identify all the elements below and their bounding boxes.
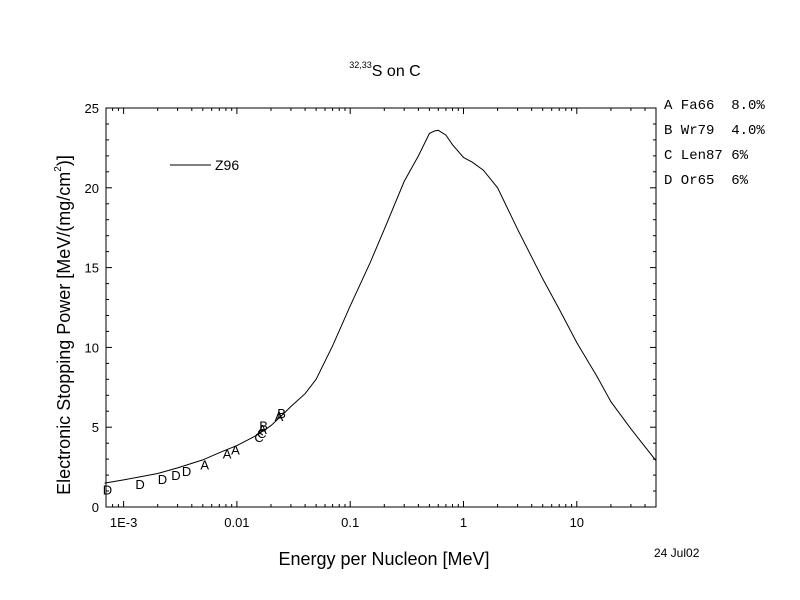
x-tick-label: 10 <box>570 515 584 530</box>
minor-ticks <box>106 108 656 507</box>
data-marker-a: A <box>200 458 209 473</box>
legend-entry-a: A Fa66 8.0% <box>664 98 765 114</box>
x-axis-label: Energy per Nucleon [MeV] <box>278 549 489 569</box>
data-marker-a: A <box>223 447 232 462</box>
data-marker-a: A <box>275 409 284 424</box>
y-axis-label-end: )] <box>54 155 74 166</box>
legend-entry-c: C Len87 6% <box>664 148 749 164</box>
chart-title: 32,33S on C <box>349 60 420 80</box>
y-tick-label: 25 <box>85 101 99 116</box>
plot-frame <box>105 107 657 508</box>
y-tick-labels: 0 5 10 15 20 25 <box>85 101 99 515</box>
y-axis-label-main: Electronic Stopping Power [MeV/(mg/cm <box>54 172 74 495</box>
data-marker-c: C <box>254 430 263 445</box>
legend-entry-b: B Wr79 4.0% <box>664 123 765 139</box>
data-marker-d: D <box>135 477 144 492</box>
data-marker-d: D <box>171 468 180 483</box>
y-tick-label: 5 <box>92 420 99 435</box>
y-axis-label-superscript: 2 <box>53 166 64 172</box>
chart-title-superscript: 32,33 <box>349 60 372 70</box>
x-tick-label: 1 <box>460 515 467 530</box>
x-tick-label: 0.1 <box>341 515 359 530</box>
data-marker-c: C <box>257 426 266 441</box>
y-tick-label: 0 <box>92 500 99 515</box>
data-marker-a: A <box>231 443 240 458</box>
data-marker-d: D <box>103 482 112 497</box>
major-ticks <box>106 107 656 508</box>
chart-title-main: S on C <box>372 63 421 80</box>
data-marker-d: D <box>158 472 167 487</box>
y-axis-label: Electronic Stopping Power [MeV/(mg/cm2)] <box>53 155 74 495</box>
y-tick-label: 10 <box>85 340 99 355</box>
data-marker-b: B <box>277 406 286 421</box>
x-tick-label: 0.01 <box>224 515 249 530</box>
data-marker-d: D <box>182 464 191 479</box>
series-line-z96 <box>104 129 657 484</box>
legend-entry-d: D Or65 6% <box>664 173 749 189</box>
legend-label-z96: Z96 <box>215 157 239 173</box>
y-tick-label: 20 <box>85 181 99 196</box>
reference-legend: A Fa66 8.0% B Wr79 4.0% C Len87 6% D Or65 6… <box>664 94 765 194</box>
data-marker-b: B <box>259 419 268 434</box>
data-marker-a: A <box>258 422 267 437</box>
x-tick-labels: 1E-3 0.01 0.1 1 10 <box>110 515 584 530</box>
x-tick-label: 1E-3 <box>110 515 137 530</box>
date-stamp: 24 Jul02 <box>654 546 700 560</box>
y-tick-label: 15 <box>85 261 99 276</box>
